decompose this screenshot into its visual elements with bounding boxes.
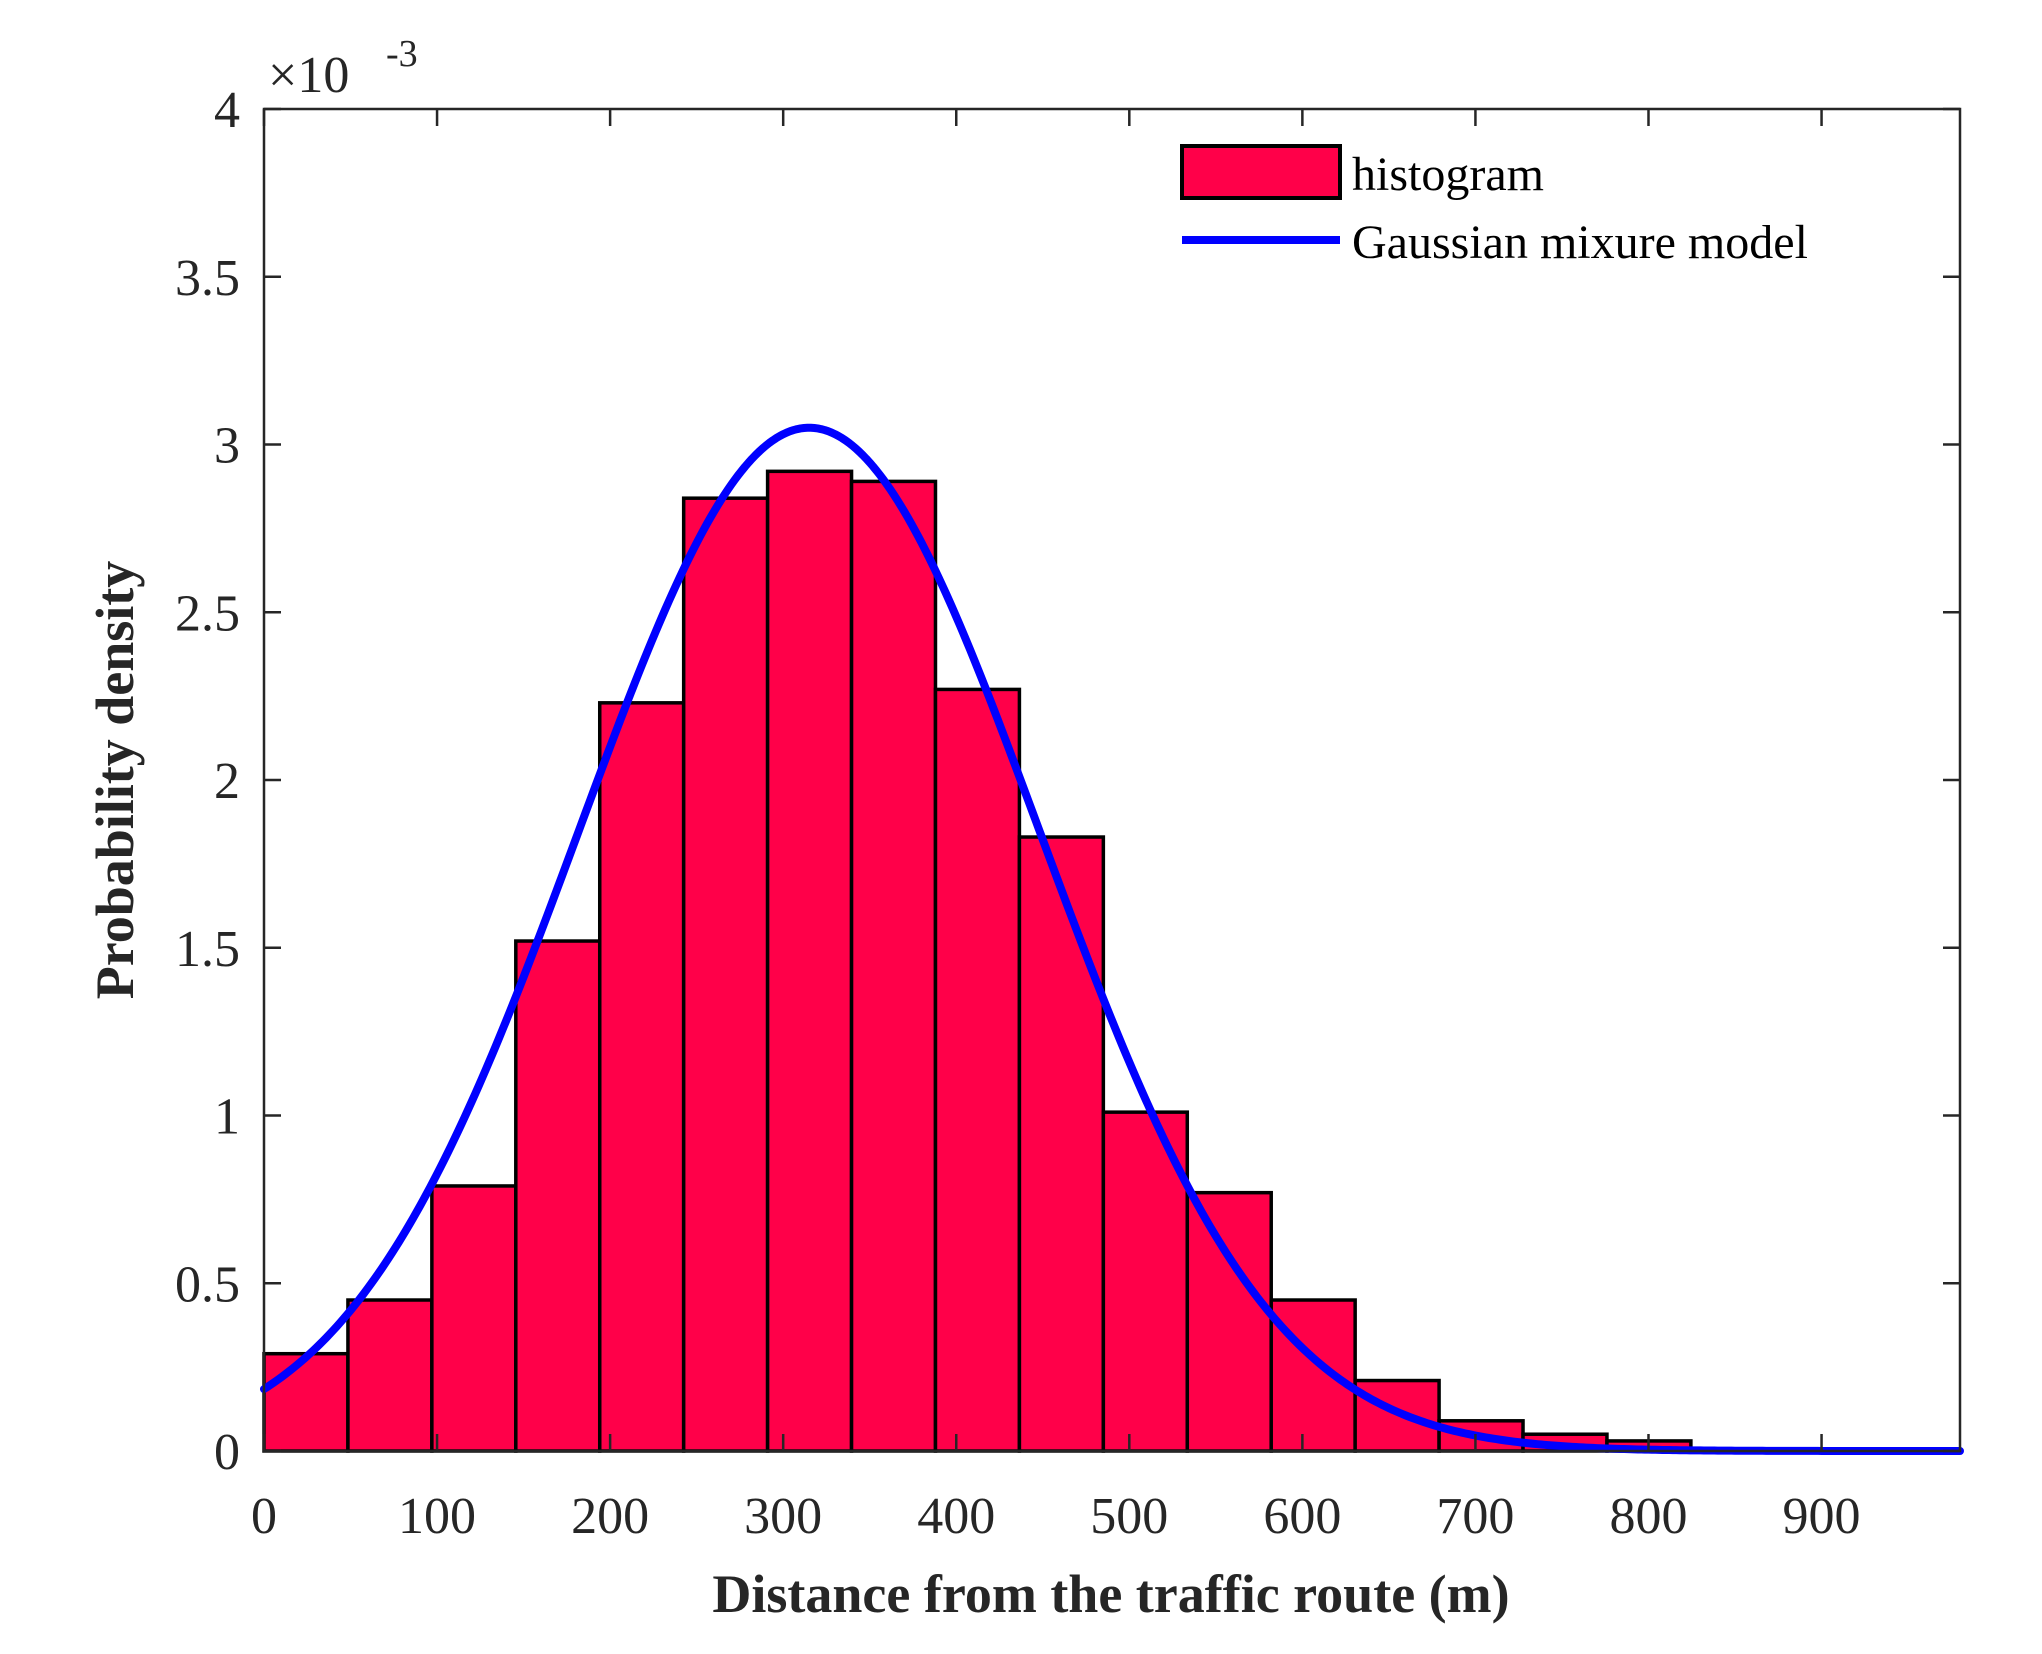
histogram-bar	[514, 939, 602, 1453]
x-axis-title: Distance from the traffic route (m)	[712, 1564, 1509, 1624]
legend-label-gmm: Gaussian mixure model	[1352, 216, 1808, 269]
histogram-bar	[597, 701, 686, 1453]
x-tick-label: 100	[398, 1488, 476, 1545]
y-axis-title: Probability density	[85, 561, 145, 1000]
legend-swatch-histogram	[1180, 144, 1342, 200]
x-tick-label: 400	[917, 1488, 995, 1545]
legend: histogram Gaussian mixure model	[1180, 144, 1808, 269]
y-tick-label: 0	[214, 1424, 240, 1481]
y-exponent-power: -3	[386, 33, 418, 75]
y-tick-label: 1	[214, 1089, 240, 1146]
histogram-bar	[1269, 1298, 1357, 1453]
y-tick-label: 0.5	[175, 1256, 240, 1313]
y-tick-label: 1.5	[175, 921, 240, 978]
histogram-bar	[430, 1184, 518, 1453]
x-tick-label: 800	[1609, 1488, 1687, 1545]
x-tick-label: 600	[1263, 1488, 1341, 1545]
x-tick-label: 500	[1090, 1488, 1168, 1545]
x-tick-label: 300	[744, 1488, 822, 1545]
histogram-bars	[262, 469, 1693, 1453]
y-tick-label: 3.5	[175, 250, 240, 307]
x-tick-label: 200	[571, 1488, 649, 1545]
histogram-bar	[262, 1351, 350, 1453]
histogram-bar	[681, 496, 770, 1453]
histogram-bar	[1185, 1190, 1273, 1453]
y-tick-labels: 0 0.5 1 1.5 2 2.5 3 3.5 4	[175, 82, 240, 1481]
legend-label-histogram: histogram	[1352, 148, 1544, 201]
x-tick-labels: 0 100 200 300 400 500 600 700 800 900	[251, 1488, 1861, 1545]
y-exponent-label: ×10	[268, 47, 349, 104]
histogram-bar	[849, 479, 938, 1453]
x-tick-label: 700	[1436, 1488, 1514, 1545]
y-tick-label: 3	[214, 418, 240, 475]
histogram-bar	[933, 687, 1022, 1453]
y-tick-label: 2.5	[175, 585, 240, 642]
x-tick-label: 0	[251, 1488, 277, 1545]
x-tick-label: 900	[1783, 1488, 1861, 1545]
histogram-bar	[1017, 835, 1106, 1453]
histogram-bar	[765, 469, 854, 1453]
y-tick-label: 4	[214, 82, 240, 139]
histogram-bar	[346, 1298, 434, 1453]
y-tick-label: 2	[214, 753, 240, 810]
plot-frame	[262, 107, 1962, 1453]
